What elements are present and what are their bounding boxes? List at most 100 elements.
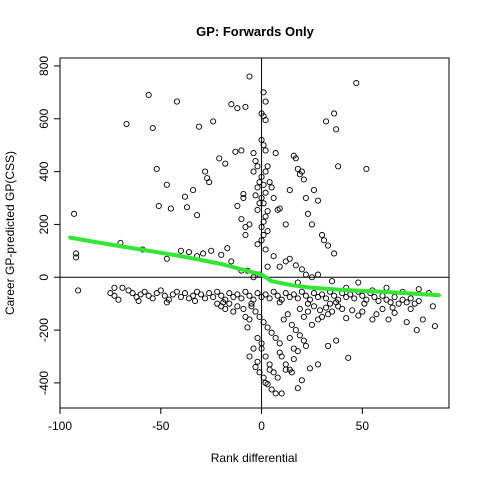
data-point (210, 294, 217, 301)
data-point (262, 379, 269, 386)
data-point (262, 117, 269, 124)
data-point (145, 91, 152, 99)
data-point (286, 255, 293, 262)
data-point (254, 206, 261, 213)
data-point (331, 110, 338, 117)
data-point (266, 366, 273, 373)
data-point (304, 300, 311, 307)
data-point (260, 89, 267, 96)
data-point (308, 321, 315, 328)
data-point (262, 213, 269, 220)
data-point (200, 250, 207, 257)
data-point (111, 292, 118, 299)
data-point (260, 218, 267, 225)
data-point (206, 290, 213, 297)
data-point (194, 212, 201, 219)
trend-line (68, 235, 441, 298)
data-point (157, 287, 164, 294)
data-point (252, 192, 259, 199)
data-point (294, 295, 301, 302)
data-point (163, 299, 170, 306)
data-point (264, 163, 271, 170)
y-tick-label: 800 (37, 56, 51, 76)
data-point (181, 290, 189, 297)
data-point (226, 290, 233, 297)
data-point (323, 304, 330, 311)
data-point (73, 254, 80, 261)
data-point (403, 319, 410, 326)
data-point (238, 147, 245, 154)
data-point (246, 292, 253, 299)
data-point (294, 385, 301, 392)
data-point (371, 294, 378, 301)
data-point (264, 208, 271, 215)
data-point (329, 278, 336, 285)
data-point (292, 327, 299, 334)
data-point (123, 120, 130, 128)
data-point (252, 308, 259, 315)
data-point (290, 345, 297, 352)
data-point (183, 204, 191, 211)
data-point (296, 305, 303, 312)
data-point (343, 315, 350, 322)
data-point (403, 299, 410, 306)
data-point (333, 126, 340, 133)
data-point (218, 292, 225, 299)
data-point (276, 299, 283, 306)
data-point (331, 250, 338, 257)
data-point (266, 179, 273, 186)
data-point (308, 221, 315, 228)
data-point (270, 194, 277, 202)
data-point (262, 168, 269, 175)
data-point (185, 249, 193, 256)
data-point (264, 324, 271, 331)
data-point (323, 295, 330, 302)
data-point (242, 288, 249, 295)
chart-title: GP: Forwards Only (196, 24, 315, 39)
data-point (149, 295, 156, 302)
data-point (327, 300, 334, 307)
data-point (238, 216, 245, 223)
data-point (318, 231, 326, 239)
data-point (288, 321, 295, 328)
data-point (308, 274, 315, 281)
data-point (262, 98, 269, 105)
data-point (262, 291, 269, 298)
data-point (391, 309, 398, 316)
y-tick-label: -400 (37, 371, 51, 395)
data-point (304, 308, 311, 315)
data-point (258, 340, 265, 347)
plot-frame (59, 57, 450, 409)
data-point (302, 194, 309, 202)
data-point (226, 300, 233, 307)
data-point (314, 197, 322, 204)
data-point (232, 148, 239, 155)
data-point (272, 390, 279, 397)
data-point (314, 271, 322, 278)
data-point (272, 150, 279, 157)
data-point (300, 176, 307, 183)
data-point (238, 295, 245, 302)
data-point (254, 163, 261, 170)
data-point (363, 165, 370, 172)
data-point (282, 366, 289, 373)
data-point (282, 290, 289, 297)
data-point (254, 358, 261, 365)
data-point (173, 288, 180, 295)
x-tick-label: -100 (48, 419, 72, 433)
data-point (314, 361, 322, 368)
data-point (119, 284, 126, 291)
data-point (262, 353, 269, 360)
data-point (415, 286, 422, 293)
data-point (196, 123, 203, 130)
data-point (302, 271, 309, 278)
data-point (248, 300, 255, 307)
data-point (278, 390, 285, 397)
y-tick-label: 200 (37, 214, 51, 234)
data-point (395, 300, 402, 307)
plot-area: -100 -50 0 50 -400 -200 0 200 400 600 800 (37, 56, 450, 433)
data-point (234, 202, 241, 209)
y-tick-label: 600 (37, 108, 51, 128)
data-point (296, 171, 303, 178)
data-point (419, 316, 426, 323)
